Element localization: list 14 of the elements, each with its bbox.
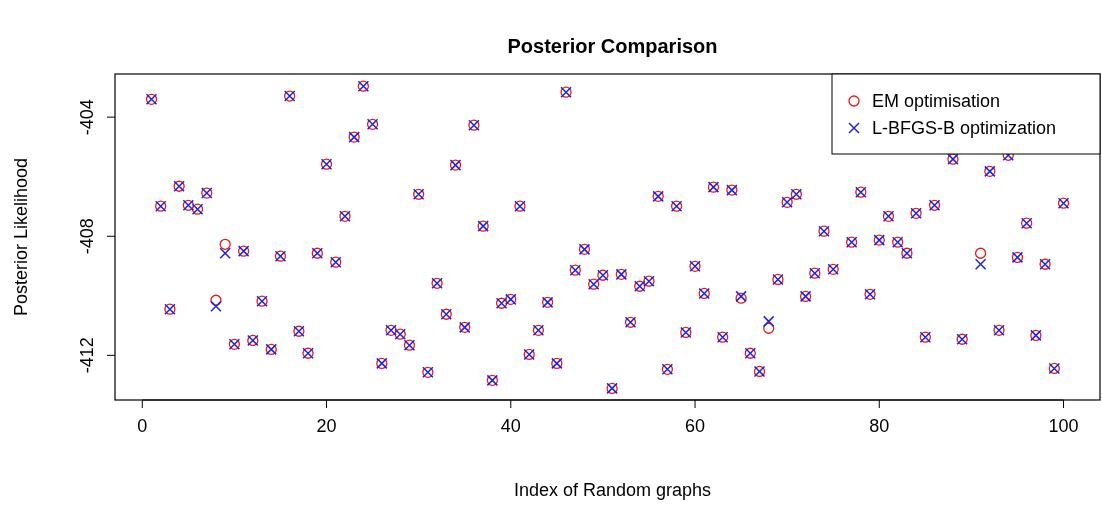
- x-tick-label: 60: [685, 416, 706, 436]
- x-tick-label: 80: [869, 416, 890, 436]
- x-axis-title: Index of Random graphs: [513, 480, 712, 500]
- x-tick-label: 20: [316, 416, 337, 436]
- legend-label: L-BFGS-B optimization: [872, 118, 1057, 138]
- legend-label: EM optimisation: [872, 91, 1001, 111]
- y-tick-label: -412: [77, 337, 97, 374]
- x-tick-label: 100: [1048, 416, 1079, 436]
- y-axis-title: Posterior Likelihood: [11, 157, 31, 317]
- y-tick-label: -408: [77, 218, 97, 255]
- x-tick-label: 0: [137, 416, 148, 436]
- y-tick-label: -404: [77, 99, 97, 136]
- x-tick-label: 40: [500, 416, 521, 436]
- chart-title: Posterior Comparison: [507, 35, 718, 57]
